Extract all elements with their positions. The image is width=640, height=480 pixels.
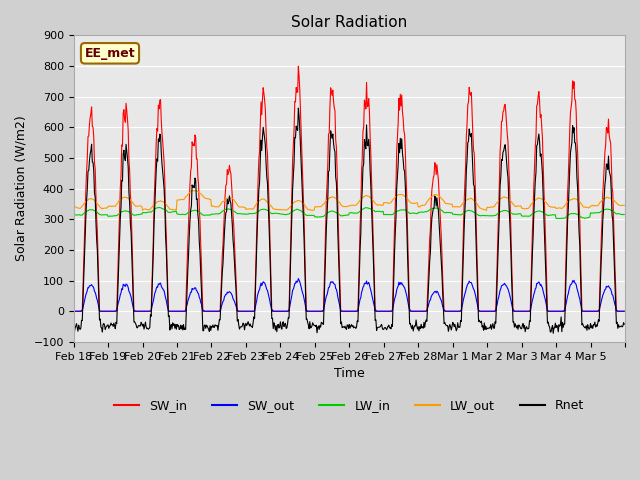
Rnet [437,255,445,261]
LW_in [236,211,244,216]
SW_out [294,276,302,281]
SW_in [406,308,414,314]
LW_out [134,203,142,209]
LW_out [407,200,415,206]
Rnet [406,321,414,326]
Line: SW_in: SW_in [74,66,624,311]
LW_in [620,212,628,217]
LW_out [620,203,628,208]
LW_in [264,207,271,213]
Rnet [284,321,291,326]
SW_in [437,232,445,238]
LW_in [554,216,561,221]
LW_in [70,212,77,217]
LW_out [189,188,196,193]
Text: EE_met: EE_met [84,47,135,60]
LW_out [264,200,271,205]
Title: Solar Radiation: Solar Radiation [291,15,408,30]
Line: LW_out: LW_out [74,191,624,210]
Line: Rnet: Rnet [74,108,624,333]
LW_in [284,211,292,217]
Rnet [549,330,557,336]
SW_in [70,308,77,314]
Legend: SW_in, SW_out, LW_in, LW_out, Rnet: SW_in, SW_out, LW_in, LW_out, Rnet [109,394,589,417]
LW_in [134,212,142,217]
SW_in [284,308,291,314]
SW_in [134,308,142,314]
Line: SW_out: SW_out [74,278,624,311]
SW_out [134,308,142,314]
LW_out [309,207,317,213]
Line: LW_in: LW_in [74,207,624,218]
LW_out [70,205,77,211]
SW_out [437,297,445,303]
SW_in [263,144,271,149]
SW_out [620,308,628,314]
LW_in [437,207,445,213]
LW_in [156,204,163,210]
X-axis label: Time: Time [334,367,365,380]
Rnet [134,323,142,329]
SW_out [263,287,271,292]
Rnet [70,322,77,327]
LW_out [284,206,292,212]
LW_out [236,204,244,210]
Rnet [294,105,302,111]
Rnet [620,321,628,327]
Rnet [236,326,243,332]
SW_in [620,308,628,314]
Y-axis label: Solar Radiation (W/m2): Solar Radiation (W/m2) [15,116,28,262]
LW_in [406,211,414,216]
SW_out [406,307,414,313]
SW_in [294,63,302,69]
LW_out [438,196,446,202]
SW_in [236,308,243,314]
Rnet [263,174,271,180]
SW_out [284,308,291,314]
SW_out [70,308,77,314]
SW_out [236,308,243,314]
